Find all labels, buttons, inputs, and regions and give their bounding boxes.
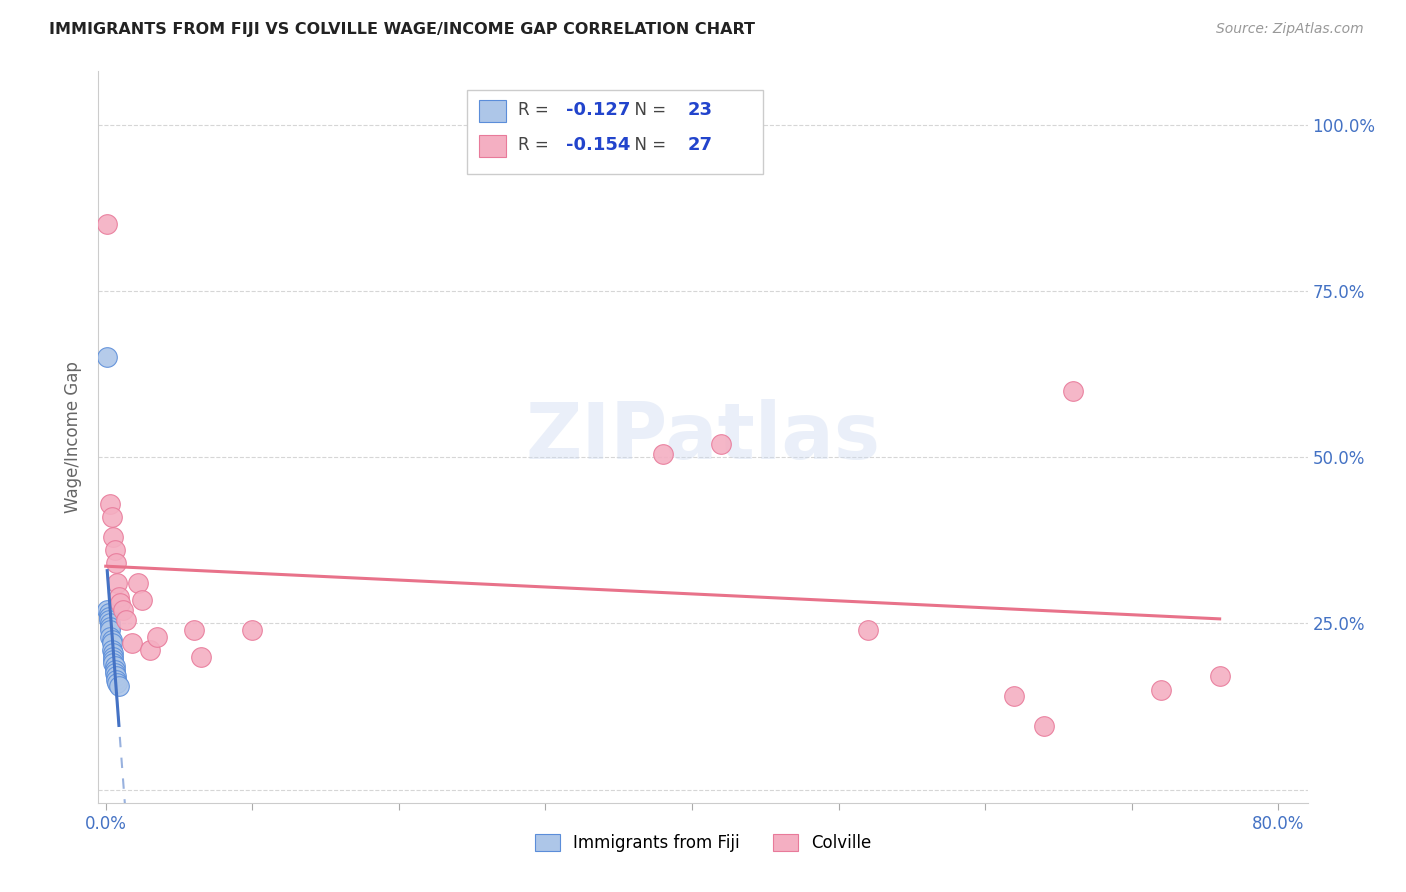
Point [105, 673, 128, 687]
Point [103, 659, 125, 673]
Point [105, 557, 128, 571]
Point [100, 643, 122, 657]
Point [100, 509, 122, 524]
Point [1150, 682, 1173, 697]
Text: -0.127: -0.127 [567, 101, 631, 120]
Point [108, 590, 131, 604]
Point [96, 351, 118, 365]
Point [108, 680, 131, 694]
Point [103, 543, 125, 558]
Point [101, 530, 124, 544]
Point [1032, 719, 1054, 733]
Point [101, 653, 124, 667]
Point [101, 649, 124, 664]
Point [103, 663, 125, 677]
Text: R =: R = [517, 101, 554, 120]
Point [103, 666, 125, 681]
Point [98, 497, 121, 511]
Text: N =: N = [624, 136, 672, 154]
Text: 27: 27 [688, 136, 713, 154]
FancyBboxPatch shape [479, 135, 506, 157]
Text: 23: 23 [688, 101, 713, 120]
Point [96, 603, 118, 617]
Point [107, 676, 129, 690]
Point [240, 623, 263, 637]
Point [127, 576, 149, 591]
Text: ZIPatlas: ZIPatlas [526, 399, 880, 475]
Point [183, 623, 205, 637]
Point [101, 646, 124, 660]
Point [1062, 384, 1084, 398]
Point [100, 636, 122, 650]
Point [112, 603, 135, 617]
Point [100, 632, 122, 647]
Point [105, 669, 128, 683]
Text: IMMIGRANTS FROM FIJI VS COLVILLE WAGE/INCOME GAP CORRELATION CHART: IMMIGRANTS FROM FIJI VS COLVILLE WAGE/IN… [49, 22, 755, 37]
Point [1004, 690, 1026, 704]
Point [97, 609, 120, 624]
Text: -0.154: -0.154 [567, 136, 631, 154]
Point [1208, 669, 1230, 683]
Point [146, 630, 169, 644]
Legend: Immigrants from Fiji, Colville: Immigrants from Fiji, Colville [526, 825, 880, 860]
Text: N =: N = [624, 101, 672, 120]
Point [651, 447, 673, 461]
Point [138, 643, 160, 657]
Point [97, 607, 120, 621]
Text: R =: R = [517, 136, 554, 154]
FancyBboxPatch shape [467, 90, 763, 174]
Text: Source: ZipAtlas.com: Source: ZipAtlas.com [1216, 22, 1364, 37]
Point [856, 623, 879, 637]
Point [110, 596, 132, 610]
Point [98, 630, 121, 644]
Point [131, 593, 153, 607]
Point [190, 649, 212, 664]
Point [98, 619, 121, 633]
FancyBboxPatch shape [479, 100, 506, 122]
Point [115, 613, 138, 627]
Point [107, 576, 129, 591]
Point [98, 616, 121, 631]
Point [97, 613, 120, 627]
Point [96, 217, 118, 231]
Point [710, 436, 733, 450]
Point [101, 656, 124, 670]
Point [121, 636, 143, 650]
Y-axis label: Wage/Income Gap: Wage/Income Gap [65, 361, 83, 513]
Point [98, 623, 121, 637]
